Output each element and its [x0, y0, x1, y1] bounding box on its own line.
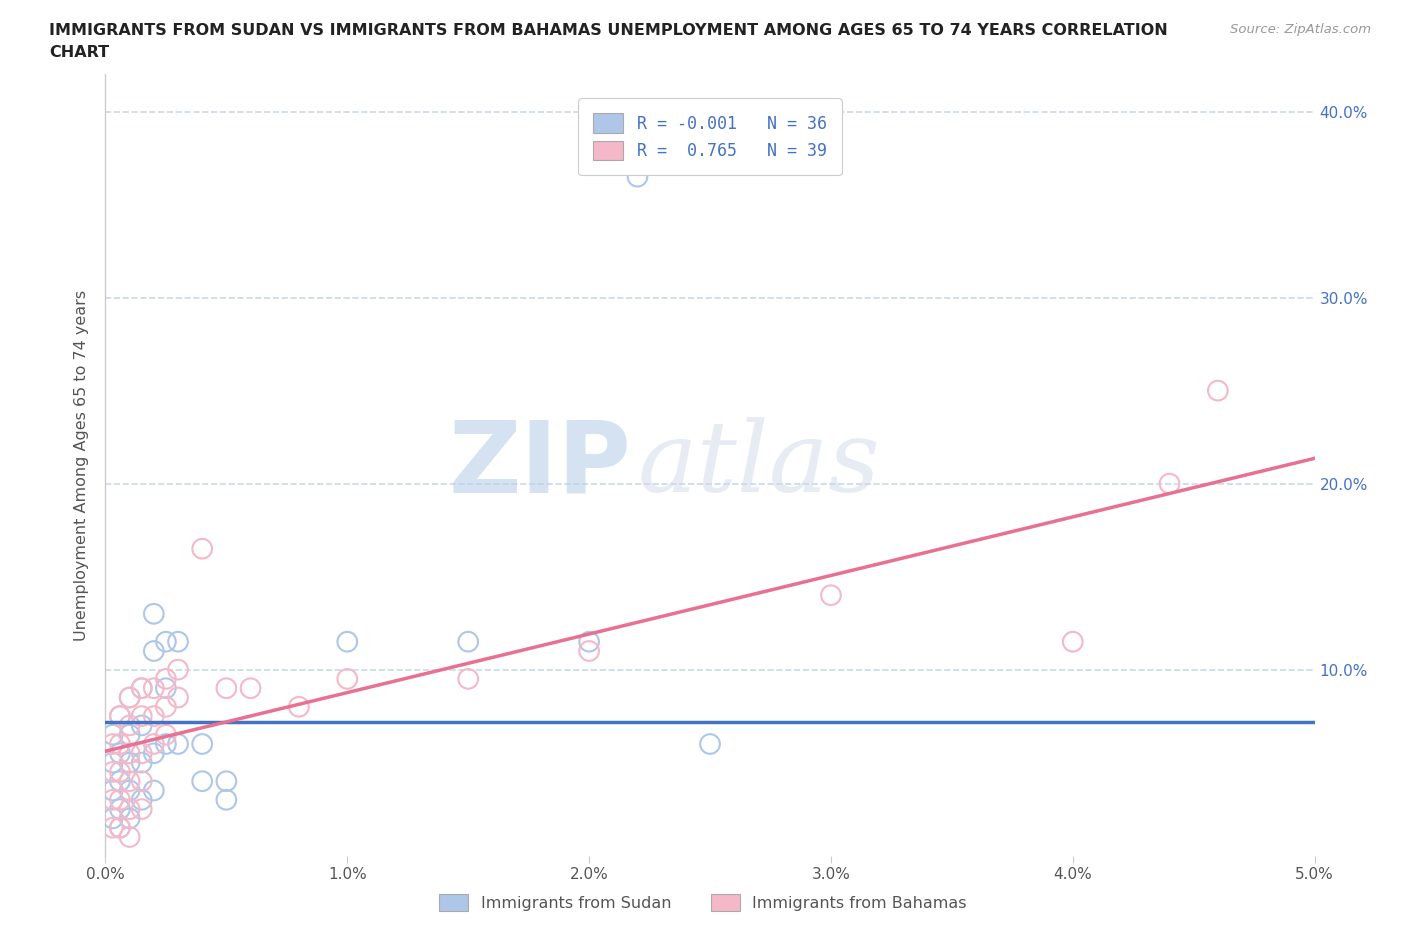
- Text: Source: ZipAtlas.com: Source: ZipAtlas.com: [1230, 23, 1371, 36]
- Point: [167, 690, 190, 705]
- Point: [131, 746, 153, 761]
- Point: [578, 644, 600, 658]
- Point: [101, 792, 124, 807]
- Point: [155, 671, 177, 686]
- Point: [578, 634, 600, 649]
- Point: [101, 820, 124, 835]
- Point: [108, 746, 131, 761]
- Point: [131, 681, 153, 696]
- Text: ZIP: ZIP: [449, 417, 631, 513]
- Point: [191, 541, 214, 556]
- Point: [191, 774, 214, 789]
- Point: [457, 671, 479, 686]
- Point: [155, 699, 177, 714]
- Point: [101, 783, 124, 798]
- Text: CHART: CHART: [49, 45, 110, 60]
- Point: [118, 755, 141, 770]
- Point: [118, 718, 141, 733]
- Point: [457, 634, 479, 649]
- Point: [215, 774, 238, 789]
- Point: [142, 681, 165, 696]
- Point: [118, 746, 141, 761]
- Point: [131, 774, 153, 789]
- Point: [101, 764, 124, 779]
- Point: [699, 737, 721, 751]
- Point: [155, 681, 177, 696]
- Point: [142, 606, 165, 621]
- Point: [1062, 634, 1084, 649]
- Point: [215, 792, 238, 807]
- Point: [108, 764, 131, 779]
- Point: [118, 802, 141, 817]
- Point: [108, 792, 131, 807]
- Point: [155, 727, 177, 742]
- Point: [167, 737, 190, 751]
- Point: [101, 727, 124, 742]
- Point: [118, 830, 141, 844]
- Point: [1159, 476, 1181, 491]
- Point: [131, 755, 153, 770]
- Y-axis label: Unemployment Among Ages 65 to 74 years: Unemployment Among Ages 65 to 74 years: [75, 289, 90, 641]
- Point: [131, 709, 153, 724]
- Point: [101, 755, 124, 770]
- Point: [101, 811, 124, 826]
- Point: [118, 727, 141, 742]
- Point: [142, 746, 165, 761]
- Point: [108, 709, 131, 724]
- Point: [626, 169, 648, 184]
- Point: [1206, 383, 1229, 398]
- Point: [167, 662, 190, 677]
- Point: [336, 634, 359, 649]
- Point: [155, 634, 177, 649]
- Point: [118, 690, 141, 705]
- Point: [118, 811, 141, 826]
- Point: [191, 737, 214, 751]
- Legend: Immigrants from Sudan, Immigrants from Bahamas: Immigrants from Sudan, Immigrants from B…: [433, 888, 973, 917]
- Point: [820, 588, 842, 603]
- Point: [288, 699, 311, 714]
- Point: [142, 644, 165, 658]
- Point: [131, 718, 153, 733]
- Point: [108, 820, 131, 835]
- Point: [336, 671, 359, 686]
- Point: [215, 681, 238, 696]
- Point: [108, 802, 131, 817]
- Text: atlas: atlas: [637, 418, 880, 512]
- Point: [118, 783, 141, 798]
- Point: [118, 774, 141, 789]
- Point: [101, 737, 124, 751]
- Point: [131, 802, 153, 817]
- Point: [131, 681, 153, 696]
- Point: [118, 690, 141, 705]
- Point: [239, 681, 262, 696]
- Point: [108, 820, 131, 835]
- Point: [108, 737, 131, 751]
- Legend: R = -0.001   N = 36, R =  0.765   N = 39: R = -0.001 N = 36, R = 0.765 N = 39: [578, 99, 842, 175]
- Point: [108, 774, 131, 789]
- Point: [167, 634, 190, 649]
- Point: [155, 737, 177, 751]
- Point: [142, 737, 165, 751]
- Point: [142, 709, 165, 724]
- Point: [131, 792, 153, 807]
- Text: IMMIGRANTS FROM SUDAN VS IMMIGRANTS FROM BAHAMAS UNEMPLOYMENT AMONG AGES 65 TO 7: IMMIGRANTS FROM SUDAN VS IMMIGRANTS FROM…: [49, 23, 1168, 38]
- Point: [108, 709, 131, 724]
- Point: [142, 783, 165, 798]
